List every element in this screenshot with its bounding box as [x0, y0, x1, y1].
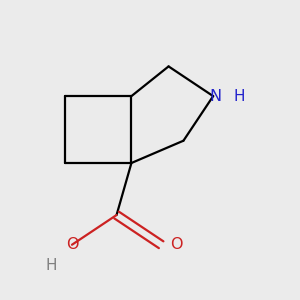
Text: O: O [66, 237, 78, 252]
Text: N: N [209, 89, 221, 104]
Text: H: H [46, 258, 57, 273]
Text: O: O [170, 237, 182, 252]
Text: H: H [233, 89, 245, 104]
